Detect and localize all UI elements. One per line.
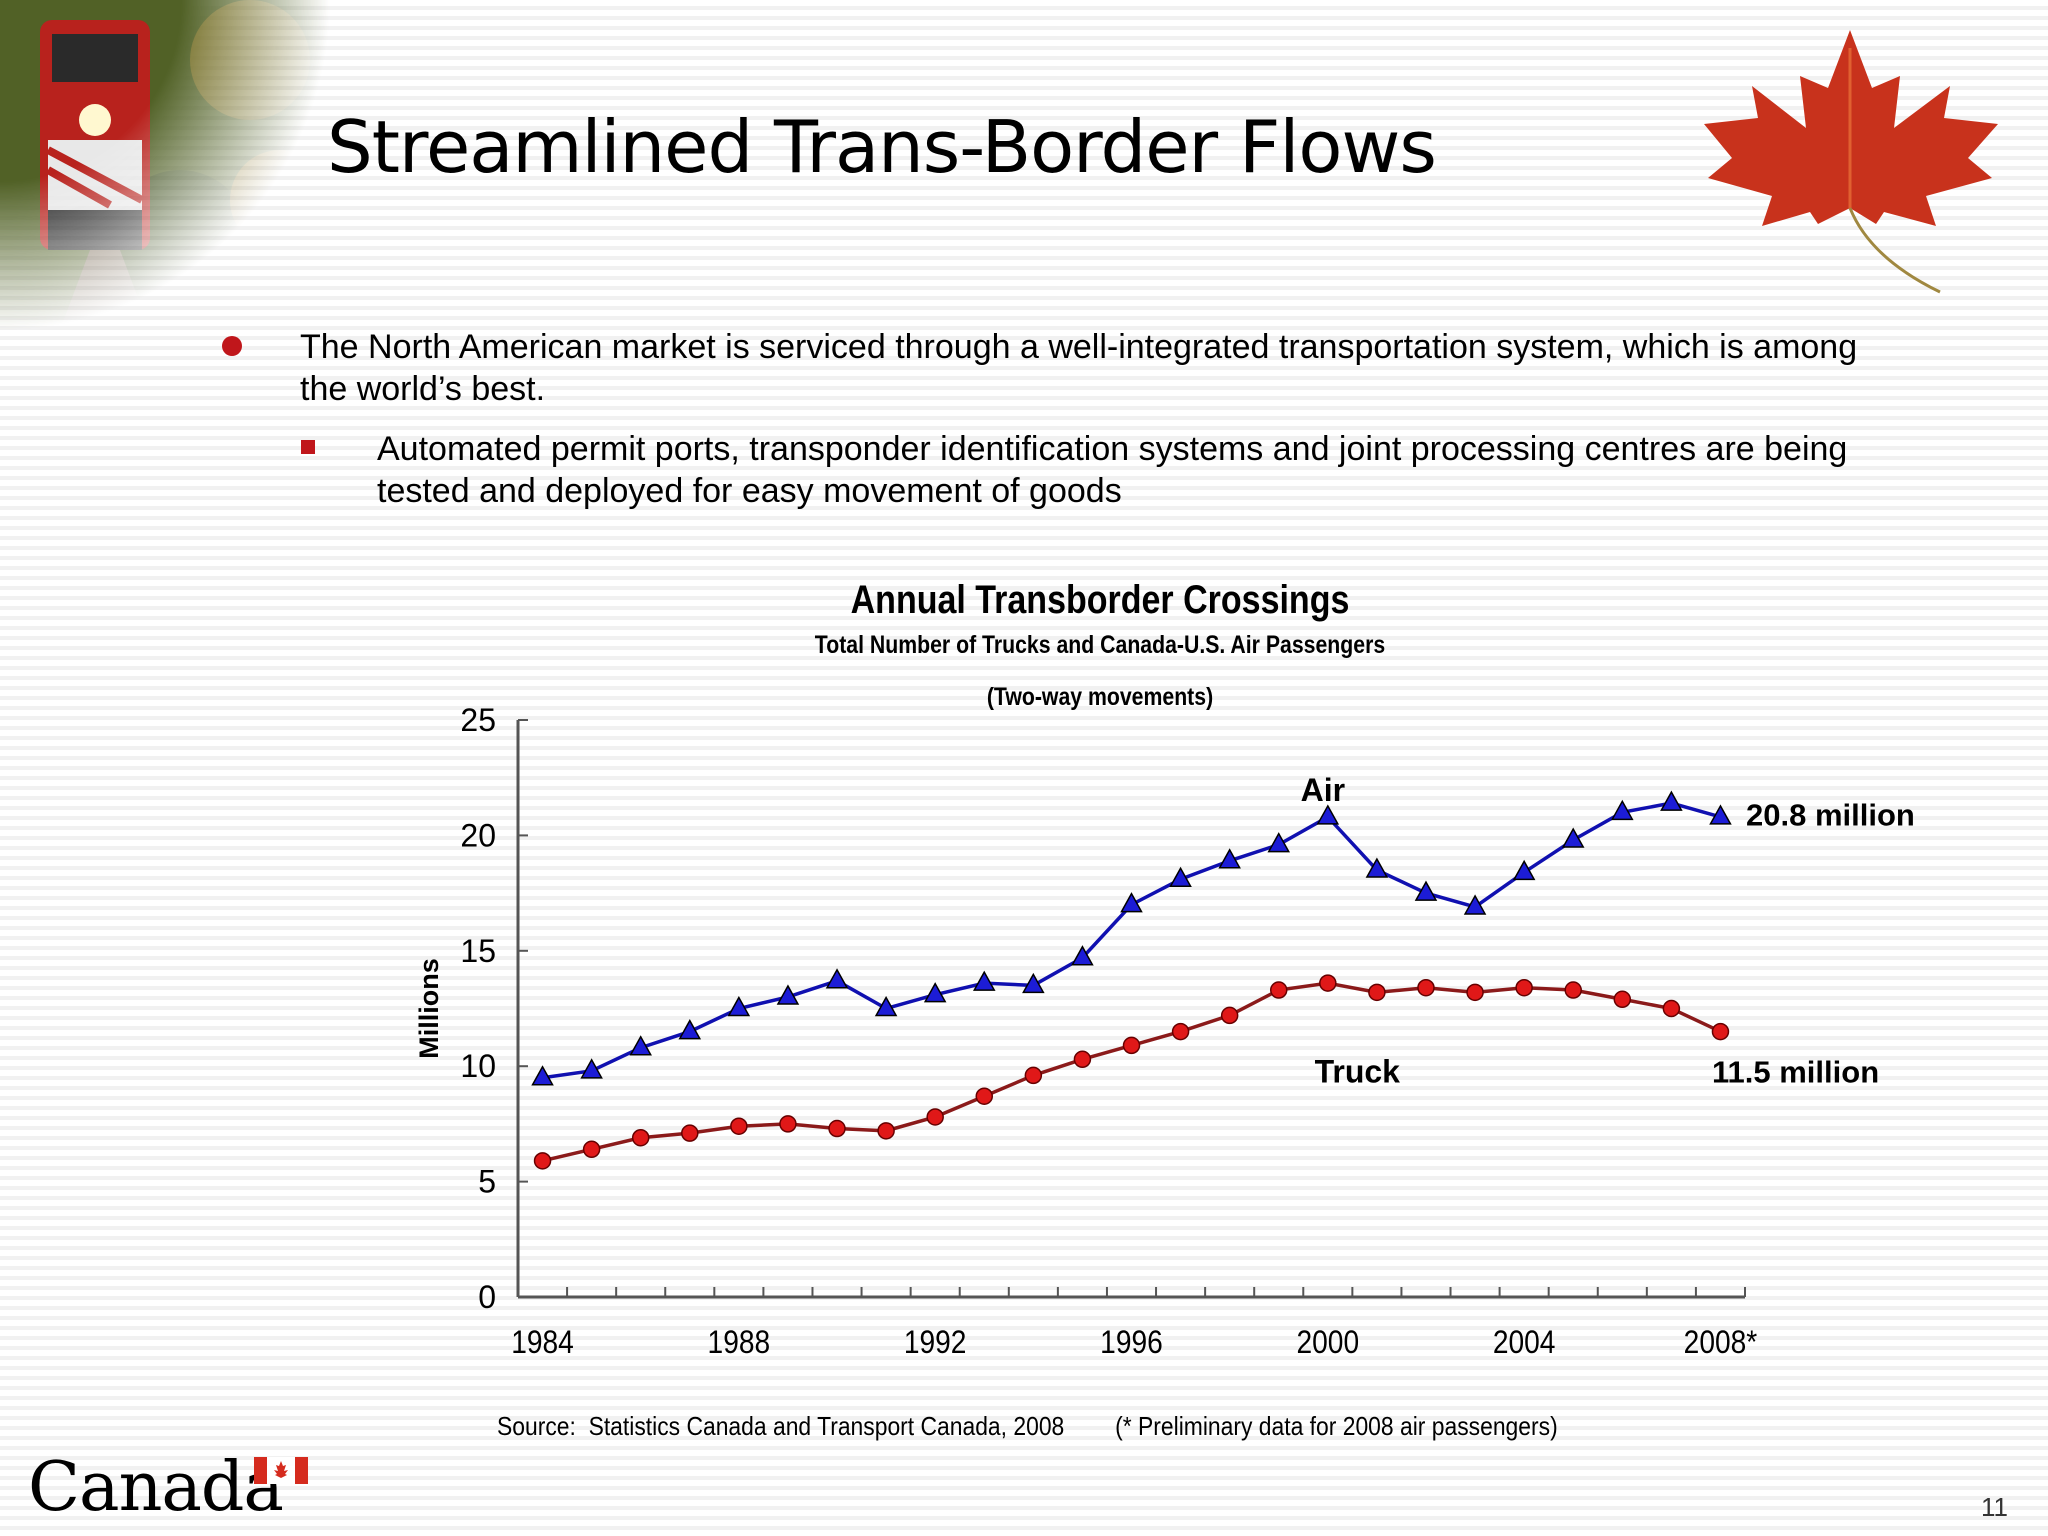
sub-bullet-text: Automated permit ports, transponder iden…	[377, 430, 1848, 510]
air-point	[1611, 799, 1634, 821]
truck-point	[730, 1117, 748, 1135]
air-point	[923, 982, 947, 1003]
logo-text: Canada	[28, 1448, 284, 1527]
x-tick-label: 2008*	[1684, 1325, 1758, 1360]
sub-bullet-item: Automated permit ports, transponder iden…	[301, 428, 1897, 512]
air-point	[1414, 880, 1438, 901]
y-tick-label: 25	[460, 702, 496, 738]
page-number: 11	[1981, 1492, 2008, 1522]
truck-point	[1171, 1022, 1190, 1041]
truck-point	[1662, 999, 1681, 1018]
y-axis-label: Millions	[414, 958, 444, 1059]
truck-point	[1564, 981, 1582, 999]
truck-point	[1073, 1050, 1092, 1069]
air-point	[1218, 848, 1241, 869]
truck-point	[1319, 974, 1337, 992]
canada-wordmark-logo: Canada	[28, 1448, 308, 1527]
chart-title: Annual Transborder Crossings	[850, 578, 1350, 622]
air-point	[874, 995, 898, 1017]
bullet-text: The North American market is serviced th…	[300, 328, 1858, 408]
air-point	[1709, 804, 1732, 825]
air-point	[825, 968, 849, 989]
truck-point	[533, 1152, 552, 1170]
air-point	[1316, 804, 1340, 825]
series-label-air: Air	[1301, 772, 1345, 808]
y-tick-label: 20	[460, 817, 496, 853]
air-point	[1169, 866, 1192, 888]
truck-point	[1220, 1006, 1239, 1025]
truck-point	[877, 1122, 895, 1140]
chart-subtitle-2: (Two-way movements)	[986, 683, 1214, 711]
air-point	[1365, 857, 1389, 878]
air-point	[629, 1035, 652, 1056]
truck-point	[1417, 978, 1435, 997]
air-point	[1660, 790, 1683, 811]
x-tick-label: 1996	[1100, 1325, 1163, 1360]
truck-point	[1269, 981, 1288, 999]
bullet-item: The North American market is serviced th…	[222, 326, 1860, 410]
x-tick-label: 2004	[1493, 1325, 1556, 1360]
maple-leaf-icon	[1704, 30, 1998, 294]
truck-point	[1515, 978, 1533, 997]
air-point	[678, 1019, 702, 1040]
air-point	[1120, 892, 1143, 913]
x-tick-label: 1984	[511, 1325, 574, 1360]
series-line-air	[542, 801, 1721, 1080]
air-point	[531, 1065, 554, 1086]
series-label-truck: Truck	[1315, 1053, 1401, 1089]
slide-title: Streamlined Trans-Border Flows	[327, 105, 1437, 189]
truck-point	[779, 1115, 797, 1133]
truck-point	[828, 1119, 846, 1138]
truck-point	[926, 1108, 944, 1126]
y-tick-label: 0	[478, 1279, 496, 1315]
y-tick-label: 5	[478, 1164, 496, 1200]
source-note: Source: Statistics Canada and Transport …	[497, 1411, 1558, 1442]
air-point	[1071, 945, 1094, 966]
bullet-dot-icon	[222, 336, 242, 356]
source-text: Source: Statistics Canada and Transport …	[497, 1411, 1065, 1441]
air-point	[1022, 972, 1045, 994]
truck-point	[681, 1124, 699, 1142]
air-point	[1463, 894, 1487, 915]
truck-point	[582, 1140, 601, 1159]
air-end-annotation: 20.8 million	[1746, 798, 1915, 833]
x-tick-label: 1992	[904, 1325, 967, 1360]
air-point	[972, 970, 996, 991]
series-line-truck	[542, 981, 1722, 1163]
x-tick-label: 2000	[1297, 1325, 1360, 1360]
canada-flag-icon	[254, 1457, 308, 1484]
train-photo	[0, 0, 330, 330]
air-point	[1561, 827, 1585, 848]
preliminary-note: (* Preliminary data for 2008 air passeng…	[1115, 1411, 1558, 1441]
x-tick-label: 1988	[708, 1325, 771, 1360]
air-point	[776, 984, 800, 1005]
truck-end-annotation: 11.5 million	[1712, 1054, 1879, 1089]
truck-point	[1613, 990, 1632, 1009]
air-point	[580, 1058, 603, 1079]
truck-point	[975, 1087, 994, 1105]
truck-point	[1466, 983, 1484, 1002]
bullet-square-icon	[301, 440, 315, 454]
truck-point	[631, 1128, 650, 1147]
truck-point	[1122, 1036, 1141, 1055]
y-tick-label: 10	[460, 1048, 496, 1084]
air-point	[727, 995, 751, 1017]
air-point	[1267, 832, 1291, 853]
y-tick-label: 15	[460, 933, 496, 969]
truck-point	[1024, 1066, 1043, 1085]
chart-subtitle: Total Number of Trucks and Canada-U.S. A…	[814, 631, 1386, 659]
air-point	[1512, 859, 1536, 881]
truck-point	[1368, 983, 1386, 1002]
truck-point	[1711, 1022, 1730, 1041]
